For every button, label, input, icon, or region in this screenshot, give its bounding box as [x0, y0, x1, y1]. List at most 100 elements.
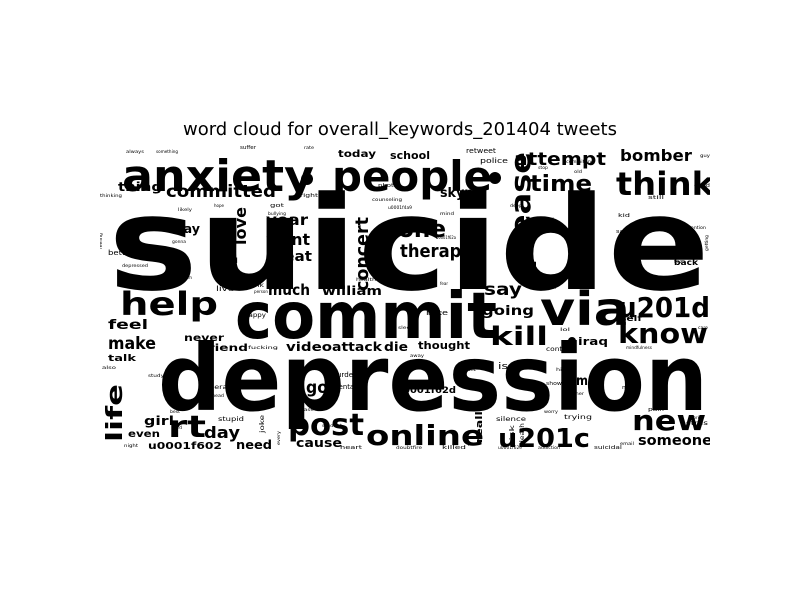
- word: lot: [456, 365, 465, 370]
- word: man: [576, 374, 604, 389]
- word: mind: [440, 211, 455, 216]
- word: post: [288, 408, 364, 443]
- word: always: [126, 149, 144, 154]
- word: kid: [618, 213, 630, 219]
- word: fear: [440, 281, 448, 286]
- word: live: [216, 285, 234, 293]
- word: tuck: [428, 311, 443, 316]
- word: another: [564, 391, 584, 396]
- word: god: [276, 277, 287, 282]
- word: u0001f62a: [436, 235, 456, 240]
- word: photo: [378, 183, 398, 189]
- word: retweet: [466, 147, 496, 155]
- word: match: [138, 219, 164, 227]
- word: video: [286, 340, 332, 354]
- word: take: [576, 255, 592, 261]
- word: thought: [418, 339, 470, 352]
- word: silence: [496, 416, 526, 423]
- word: year: [266, 211, 309, 229]
- word: addiction: [538, 445, 561, 450]
- word: suicide: [108, 168, 710, 320]
- word: attempt: [514, 149, 606, 170]
- word: bad: [676, 275, 688, 281]
- word: something: [156, 149, 178, 154]
- word: depressed: [122, 263, 149, 268]
- word: go: [306, 378, 328, 398]
- word: old: [574, 169, 583, 174]
- word: health: [356, 277, 377, 282]
- word: skype: [440, 186, 482, 201]
- word: talk: [108, 354, 137, 364]
- word: dead: [694, 183, 710, 189]
- word: gonna: [172, 239, 187, 244]
- word: work: [690, 415, 701, 420]
- word: is: [498, 362, 508, 372]
- word: great: [266, 249, 312, 265]
- word: better: [108, 249, 134, 257]
- word: via: [540, 282, 630, 336]
- word: head: [212, 393, 225, 398]
- word: killed: [442, 445, 466, 450]
- word: u0001f602: [148, 441, 222, 450]
- word: really: [475, 403, 485, 443]
- word: tmz: [674, 259, 682, 264]
- word-cloud: suicide depression commit anxiety people…: [100, 145, 710, 450]
- word: iraq: [578, 335, 608, 348]
- word: online: [366, 419, 484, 450]
- word: u0001f62d: [396, 386, 456, 396]
- word: follow: [136, 283, 159, 288]
- word: hope: [214, 203, 225, 208]
- word: doubtfire: [396, 445, 423, 450]
- word: disease: [292, 407, 315, 412]
- word: bullying: [268, 211, 287, 216]
- word: today: [338, 149, 377, 160]
- word: email: [620, 441, 634, 446]
- dot-mark: [489, 172, 501, 184]
- word: thing: [118, 180, 162, 194]
- word: best: [170, 409, 180, 414]
- word: stupid: [218, 416, 244, 423]
- word: school: [390, 149, 430, 162]
- word: love: [231, 207, 250, 245]
- word: die: [384, 340, 408, 354]
- word: kill: [490, 322, 548, 352]
- word: actually: [648, 225, 667, 230]
- word: note: [426, 309, 448, 317]
- word: one: [398, 215, 446, 243]
- word: even: [128, 429, 160, 440]
- word: time: [530, 172, 592, 197]
- word: u201c: [498, 424, 590, 450]
- word: mental: [332, 383, 356, 391]
- word: make: [108, 334, 156, 354]
- word: please: [504, 152, 537, 270]
- word: hard: [172, 425, 182, 430]
- word: stres: [686, 420, 708, 427]
- word: concert: [352, 217, 373, 291]
- word: therapy: [400, 241, 472, 262]
- word: right: [300, 193, 318, 199]
- word: william: [322, 284, 382, 298]
- word: depression: [158, 325, 708, 432]
- word: problem: [174, 275, 192, 280]
- word: self: [620, 314, 643, 323]
- word: murder: [330, 371, 356, 379]
- dot-mark: [568, 337, 576, 345]
- word: death: [519, 423, 526, 445]
- word: joke: [259, 415, 266, 435]
- word: pain: [648, 407, 664, 413]
- word: back: [674, 258, 699, 267]
- word: thank: [242, 282, 265, 289]
- word: deep: [510, 203, 523, 208]
- word: guy: [700, 153, 710, 158]
- word: thinking: [100, 193, 123, 198]
- word: sex: [214, 217, 223, 222]
- word: lol: [560, 327, 570, 332]
- word: know: [618, 317, 708, 350]
- word: shit: [462, 367, 477, 372]
- word: much: [268, 281, 310, 299]
- word: never: [184, 333, 224, 344]
- word: cause: [296, 436, 342, 450]
- word: getting: [704, 234, 709, 251]
- word: committed: [166, 182, 276, 202]
